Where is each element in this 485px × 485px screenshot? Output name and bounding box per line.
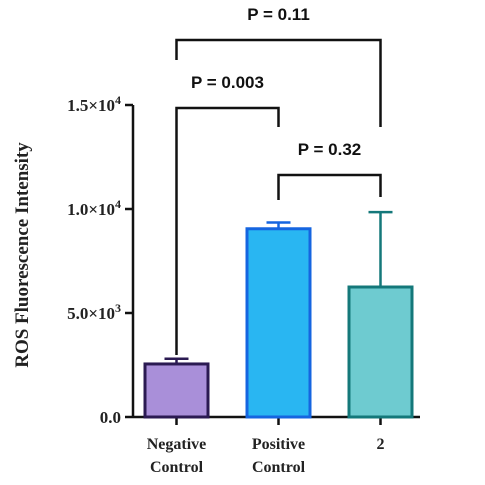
p-value-label: P = 0.32 [298, 140, 362, 159]
x-tick-label: 2 [377, 436, 385, 453]
bar [143, 362, 210, 419]
y-axis-label: ROS Fluorescence Intensity [12, 142, 33, 368]
y-tick-label: 1.5×104 [67, 93, 121, 115]
x-tick-label: Positive [252, 436, 305, 453]
y-tick-label: 1.0×104 [67, 197, 121, 219]
significance-bracket [277, 173, 382, 200]
p-value-label: P = 0.003 [191, 73, 264, 92]
x-tick-label: Negative [147, 436, 207, 453]
bar [245, 227, 312, 419]
x-tick-label-line2: Control [252, 459, 306, 476]
bar [347, 285, 414, 419]
annotations: P = 0.003 P = 0.32 P = 0.11 [175, 5, 382, 355]
y-tick-label: 0.0 [100, 408, 121, 427]
axes: 0.0 5.0×103 1.0×104 1.5×104 Negative Control P… [67, 93, 420, 476]
x-tick-label-line2: Control [150, 459, 204, 476]
significance-bracket [175, 38, 382, 127]
bars [143, 210, 414, 419]
significance-bracket [175, 106, 280, 355]
p-value-label: P = 0.11 [247, 5, 310, 24]
y-tick-label: 5.0×103 [67, 301, 121, 323]
